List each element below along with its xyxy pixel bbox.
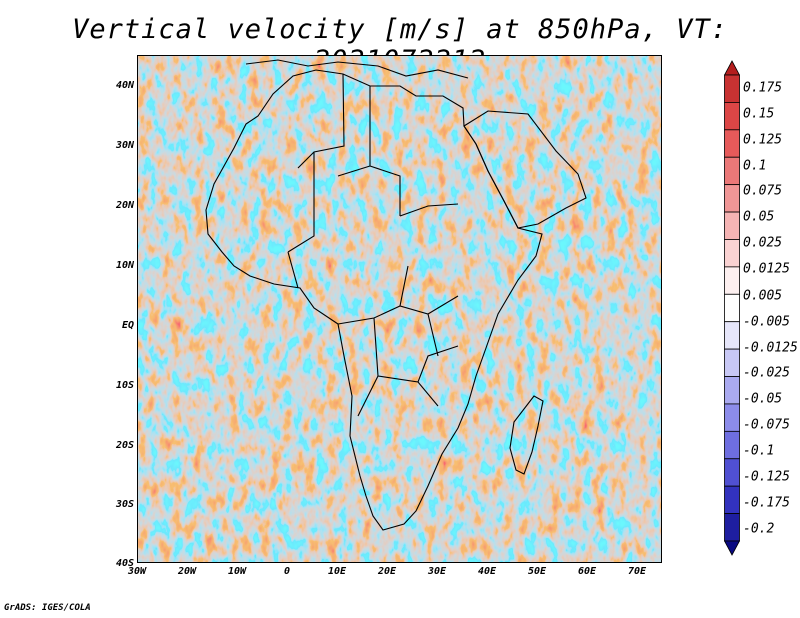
colorbar-label: -0.0125: [743, 340, 798, 356]
colorbar-label: 0.075: [743, 183, 783, 199]
colorbar-swatch: [724, 184, 740, 213]
lon-label: 60E: [577, 566, 597, 577]
colorbar-label: -0.175: [743, 495, 790, 511]
footer-credit: GrADS: IGES/COLA: [4, 603, 91, 613]
colorbar-label: 0.05: [743, 209, 775, 225]
lat-label: EQ: [121, 320, 134, 331]
colorbar-label: 0.15: [743, 106, 775, 122]
colorbar-label: -0.125: [743, 469, 790, 485]
colorbar-swatch: [724, 513, 740, 542]
colorbar-swatch: [724, 403, 740, 432]
map-frame: [137, 55, 662, 563]
lon-label: 40E: [477, 566, 497, 577]
colorbar-label: -0.025: [743, 365, 790, 381]
lon-label: 30W: [127, 566, 147, 577]
lat-label: 10S: [115, 380, 134, 391]
lat-label: 10N: [115, 260, 134, 271]
lat-label: 30S: [115, 499, 134, 510]
lon-label: 20W: [177, 566, 197, 577]
colorbar-label: -0.005: [743, 314, 790, 330]
colorbar-swatch: [724, 321, 740, 350]
lon-label: 30E: [427, 566, 447, 577]
colorbar-label: -0.1: [743, 443, 775, 459]
colorbar-swatch: [724, 266, 740, 295]
lon-label: 10E: [327, 566, 347, 577]
colorbar-swatch: [724, 156, 740, 186]
lon-label: 50E: [527, 566, 547, 577]
colorbar-label: 0.005: [743, 288, 783, 304]
colorbar-swatch: [724, 102, 740, 131]
colorbar-label: 0.025: [743, 235, 783, 251]
lat-label: 40S: [115, 558, 134, 569]
colorbar-swatch: [724, 376, 740, 405]
colorbar-swatch: [724, 485, 740, 514]
colorbar-swatch: [724, 540, 740, 556]
colorbar-label: 0.0125: [743, 261, 790, 277]
colorbar-label: -0.2: [743, 521, 775, 537]
colorbar-label: 0.1: [743, 158, 767, 174]
colorbar-swatch: [724, 430, 740, 460]
lon-label: 10W: [227, 566, 247, 577]
lat-label: 20S: [115, 440, 134, 451]
coastlines: [205, 59, 587, 531]
colorbar-swatch: [724, 60, 740, 76]
colorbar-label: -0.075: [743, 417, 790, 433]
lat-label: 30N: [115, 140, 134, 151]
lat-label: 40N: [115, 80, 134, 91]
colorbar-swatch: [724, 239, 740, 268]
colorbar-swatch: [724, 348, 740, 377]
colorbar: [724, 60, 740, 556]
lat-label: 20N: [115, 200, 134, 211]
colorbar-swatch: [724, 129, 740, 158]
colorbar-swatch: [724, 293, 740, 323]
colorbar-swatch: [724, 458, 740, 487]
lon-label: 0: [283, 566, 291, 577]
colorbar-label: -0.05: [743, 391, 783, 407]
colorbar-label: 0.125: [743, 132, 783, 148]
lon-label: 20E: [377, 566, 397, 577]
velocity-field: [138, 56, 661, 562]
lon-label: 70E: [627, 566, 647, 577]
colorbar-swatch: [724, 74, 740, 103]
colorbar-swatch: [724, 211, 740, 240]
colorbar-label: 0.175: [743, 80, 783, 96]
